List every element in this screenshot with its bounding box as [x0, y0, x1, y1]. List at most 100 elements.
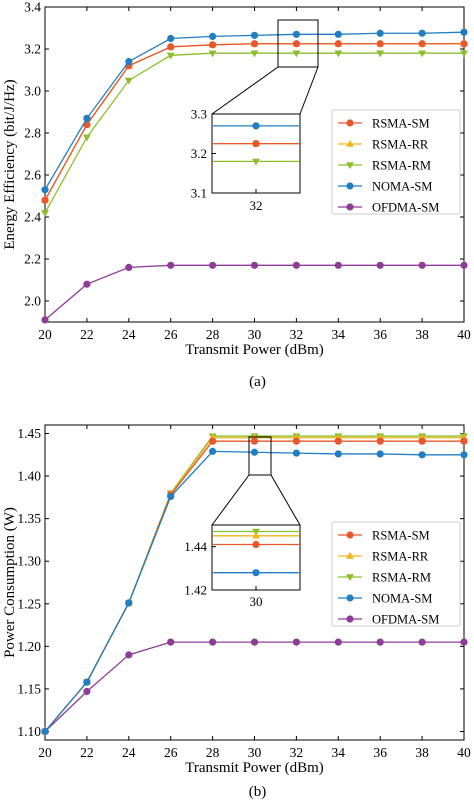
data-point-rsma-sm [292, 437, 300, 445]
x-tick-label: 38 [415, 327, 429, 342]
y-tick-label: 1.35 [17, 511, 41, 526]
y-tick-label: 1.20 [17, 639, 41, 654]
data-point-rsma-sm [209, 437, 217, 445]
zoom-connector [211, 474, 250, 526]
data-point-rsma-sm [250, 40, 259, 48]
data-point-rsma-sm [376, 40, 384, 48]
x-tick-label: 28 [206, 745, 220, 760]
legend-marker [346, 182, 354, 190]
x-tick-label: 22 [80, 745, 94, 760]
legend-marker [346, 615, 354, 623]
data-point-ofdma-sm [167, 638, 175, 646]
y-axis-label: Power Consumption (W) [2, 507, 18, 658]
data-point-rsma-sm [460, 437, 468, 445]
data-point-noma-sm [209, 447, 217, 455]
legend-label: NOMA-SM [372, 592, 432, 606]
data-point-rsma-rm [208, 50, 217, 58]
x-tick-label: 40 [457, 745, 471, 760]
legend-label: OFDMA-SM [372, 613, 439, 627]
data-point-rsma-sm [250, 437, 259, 445]
zoom-box [277, 19, 319, 68]
y-tick-label: 2.2 [24, 252, 41, 267]
data-point-ofdma-sm [376, 261, 384, 269]
subplot-label: (b) [249, 784, 267, 800]
legend-box [331, 109, 461, 215]
zoom-connector [270, 474, 301, 526]
data-point-noma-sm [125, 58, 133, 66]
data-point-noma-sm [376, 450, 384, 458]
x-tick-label: 32 [290, 745, 304, 760]
x-tick-label: 26 [164, 327, 178, 342]
legend-label: RSMA-RM [372, 159, 431, 173]
x-axis-label: Transmit Power (dBm) [185, 760, 324, 776]
legend-marker [346, 162, 354, 170]
data-point-rsma-sm [376, 437, 384, 445]
data-point-noma-sm [334, 450, 342, 458]
data-point-rsma-rm [166, 52, 175, 60]
data-point-ofdma-sm [334, 638, 342, 646]
data-point-rsma-sm [334, 40, 342, 48]
legend-marker [346, 119, 354, 127]
data-point-ofdma-sm [83, 280, 91, 288]
data-point-rsma-sm [83, 121, 91, 129]
legend-label: RSMA-RM [372, 571, 431, 585]
legend-marker [346, 139, 354, 147]
inset-data-point-noma-sm [252, 122, 260, 130]
data-point-ofdma-sm [250, 261, 259, 269]
data-point-ofdma-sm [292, 261, 300, 269]
data-point-noma-sm [125, 599, 133, 607]
data-point-rsma-sm [292, 40, 300, 48]
inset-data-point-rsma-sm [252, 140, 260, 148]
zoom-connector [299, 66, 319, 115]
x-tick-label: 20 [38, 745, 52, 760]
data-point-noma-sm [83, 114, 91, 122]
y-tick-label: 2.6 [24, 168, 41, 183]
data-point-rsma-sm [209, 41, 217, 49]
data-point-rsma-rm [250, 50, 259, 58]
inset-data-point-noma-sm [252, 569, 260, 577]
data-point-ofdma-sm [209, 261, 217, 269]
chart-panel-a: 20 22 24 26 28 30 32 34 36 38 40 2.0 2.2 2.4 2.6 2.8 3.0… [2, 0, 471, 390]
y-tick-label: 1.30 [17, 554, 41, 569]
legend-label: RSMA-RR [372, 550, 429, 564]
data-point-rsma-sm [167, 43, 175, 51]
data-point-noma-sm [292, 449, 300, 457]
x-tick-label: 24 [122, 745, 136, 760]
legend-label: OFDMA-SM [372, 201, 439, 215]
data-point-noma-sm [418, 29, 426, 37]
x-tick-label: 36 [373, 745, 387, 760]
data-point-rsma-sm [334, 437, 342, 445]
inset-y-tick-label: 3.2 [191, 146, 207, 161]
x-tick-label: 34 [332, 327, 346, 342]
legend-marker [346, 203, 354, 211]
legend-marker [346, 574, 354, 582]
x-tick-label: 22 [80, 327, 94, 342]
legend-box [331, 521, 461, 627]
data-point-rsma-rm [376, 50, 385, 58]
data-point-rsma-rm [124, 77, 133, 85]
x-tick-label: 40 [457, 327, 471, 342]
data-point-ofdma-sm [125, 263, 133, 271]
inset-data-point-rsma-sm [252, 540, 260, 549]
data-point-noma-sm [334, 30, 342, 38]
data-point-noma-sm [460, 28, 468, 36]
x-tick-label: 30 [248, 327, 262, 342]
x-tick-label: 34 [332, 745, 346, 760]
data-point-rsma-rm [82, 134, 91, 142]
data-point-ofdma-sm [460, 261, 468, 269]
y-tick-label: 1.15 [17, 681, 41, 696]
inset-x-tick-label: 32 [250, 198, 263, 213]
data-point-ofdma-sm [292, 638, 300, 646]
x-tick-label: 26 [164, 745, 178, 760]
data-point-ofdma-sm [376, 638, 384, 646]
x-tick-label: 20 [38, 327, 52, 342]
y-axis-label: Energy Efficiency (bit/J/Hz) [2, 79, 18, 249]
data-point-rsma-sm [460, 40, 468, 48]
y-tick-label: 1.45 [17, 426, 41, 441]
data-point-noma-sm [250, 448, 259, 456]
data-point-rsma-rm [334, 50, 343, 58]
legend-label: RSMA-RR [372, 138, 429, 152]
data-point-ofdma-sm [167, 261, 175, 269]
x-axis-label: Transmit Power (dBm) [185, 342, 324, 358]
